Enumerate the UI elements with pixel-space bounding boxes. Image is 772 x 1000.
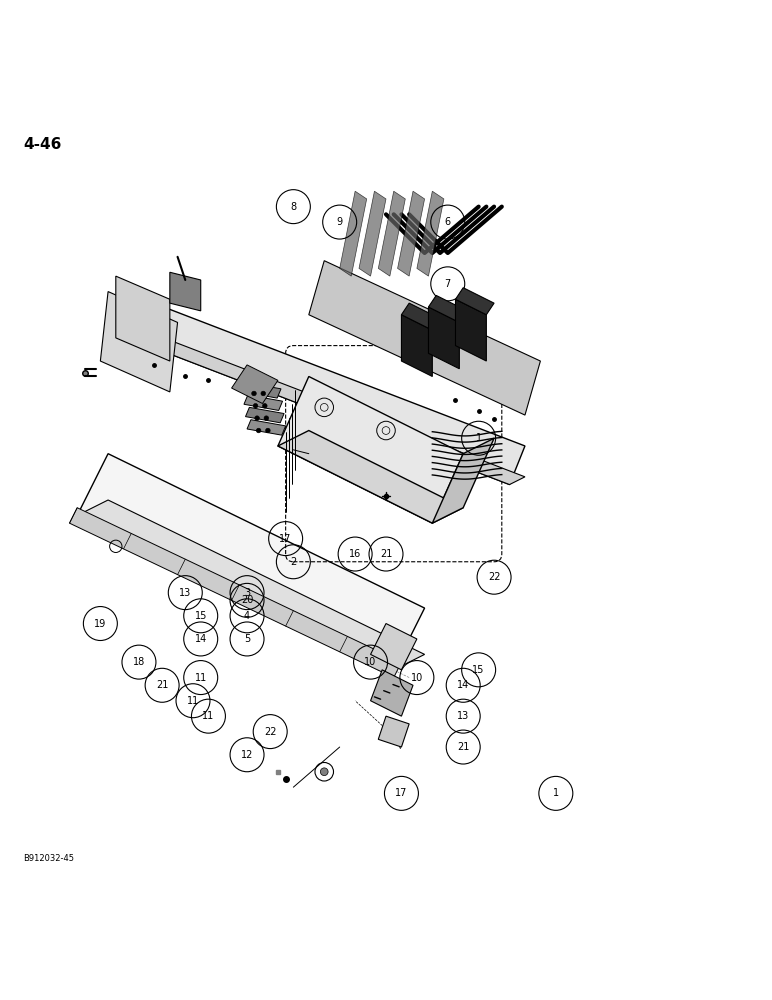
Text: 22: 22 [488, 572, 500, 582]
Text: 10: 10 [411, 673, 423, 683]
Text: 17: 17 [395, 788, 408, 798]
Circle shape [255, 416, 259, 420]
Circle shape [256, 428, 261, 433]
Polygon shape [371, 624, 417, 670]
Polygon shape [359, 191, 386, 276]
Text: 13: 13 [179, 588, 191, 598]
Polygon shape [108, 322, 525, 485]
Polygon shape [108, 292, 525, 485]
Text: 1: 1 [476, 433, 482, 443]
Polygon shape [428, 295, 467, 322]
Polygon shape [432, 438, 494, 523]
Polygon shape [116, 276, 170, 361]
Text: B912032-45: B912032-45 [23, 854, 74, 863]
Polygon shape [378, 716, 409, 747]
Circle shape [262, 403, 267, 408]
Polygon shape [401, 315, 432, 376]
Circle shape [261, 391, 266, 396]
Text: 19: 19 [94, 619, 107, 629]
Text: 1: 1 [553, 788, 559, 798]
Text: 14: 14 [457, 680, 469, 690]
Text: 9: 9 [337, 217, 343, 227]
Polygon shape [417, 191, 444, 276]
Text: 21: 21 [156, 680, 168, 690]
Polygon shape [278, 376, 463, 523]
Text: 14: 14 [195, 634, 207, 644]
Polygon shape [170, 272, 201, 311]
Text: 16: 16 [349, 549, 361, 559]
Text: 11: 11 [195, 673, 207, 683]
Polygon shape [455, 299, 486, 361]
Text: 18: 18 [133, 657, 145, 667]
Circle shape [252, 391, 256, 396]
Text: 20: 20 [241, 595, 253, 605]
Polygon shape [278, 431, 463, 523]
Polygon shape [455, 288, 494, 315]
Polygon shape [340, 191, 367, 276]
Polygon shape [77, 500, 425, 670]
Text: 10: 10 [364, 657, 377, 667]
Text: 15: 15 [472, 665, 485, 675]
Text: 3: 3 [244, 588, 250, 598]
Circle shape [320, 768, 328, 776]
Text: 6: 6 [445, 217, 451, 227]
Text: 4-46: 4-46 [23, 137, 62, 152]
Circle shape [266, 428, 270, 433]
Polygon shape [242, 383, 281, 398]
Polygon shape [100, 292, 178, 392]
Polygon shape [245, 407, 284, 423]
Polygon shape [428, 307, 459, 369]
Text: 11: 11 [202, 711, 215, 721]
Polygon shape [77, 454, 425, 670]
Polygon shape [244, 395, 283, 410]
Circle shape [253, 403, 258, 408]
Text: 13: 13 [457, 711, 469, 721]
Polygon shape [232, 365, 278, 403]
Polygon shape [401, 303, 440, 330]
Polygon shape [69, 508, 401, 678]
Polygon shape [371, 670, 413, 716]
Circle shape [264, 416, 269, 420]
Text: 8: 8 [290, 202, 296, 212]
Text: 12: 12 [241, 750, 253, 760]
Text: 22: 22 [264, 727, 276, 737]
Text: 15: 15 [195, 611, 207, 621]
Text: 21: 21 [457, 742, 469, 752]
Text: 21: 21 [380, 549, 392, 559]
Text: 7: 7 [445, 279, 451, 289]
Text: 5: 5 [244, 634, 250, 644]
Text: 11: 11 [187, 696, 199, 706]
Polygon shape [309, 261, 540, 415]
Text: 2: 2 [290, 557, 296, 567]
Text: 17: 17 [279, 534, 292, 544]
Polygon shape [398, 191, 425, 276]
Polygon shape [378, 191, 405, 276]
Polygon shape [247, 420, 286, 435]
Text: 4: 4 [244, 611, 250, 621]
